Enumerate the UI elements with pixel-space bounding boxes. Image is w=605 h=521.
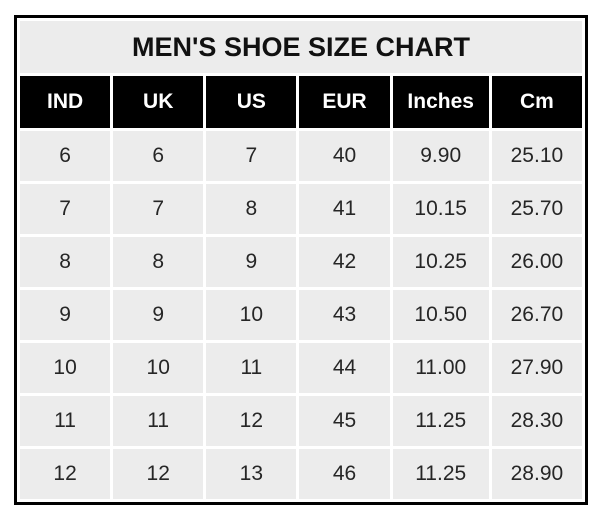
table-cell: 12 bbox=[113, 449, 204, 499]
table-cell: 7 bbox=[206, 131, 297, 181]
table-cell: 11 bbox=[113, 396, 204, 446]
table-cell: 25.70 bbox=[491, 184, 582, 234]
table-cell: 44 bbox=[299, 343, 390, 393]
table-row: 11 11 12 45 11.25 28.30 bbox=[20, 396, 582, 446]
header-cell-eur: EUR bbox=[299, 76, 390, 128]
table-cell: 10 bbox=[113, 343, 204, 393]
table-cell: 10.15 bbox=[392, 184, 489, 234]
table-cell: 7 bbox=[20, 184, 111, 234]
table-cell: 9.90 bbox=[392, 131, 489, 181]
table-cell: 46 bbox=[299, 449, 390, 499]
table-cell: 8 bbox=[113, 237, 204, 287]
table-cell: 11.25 bbox=[392, 396, 489, 446]
table-cell: 7 bbox=[113, 184, 204, 234]
table-cell: 9 bbox=[206, 237, 297, 287]
header-cell-us: US bbox=[206, 76, 297, 128]
title-row: MEN'S SHOE SIZE CHART bbox=[20, 21, 582, 73]
table-cell: 25.10 bbox=[491, 131, 582, 181]
header-cell-cm: Cm bbox=[491, 76, 582, 128]
table-cell: 8 bbox=[206, 184, 297, 234]
table-cell: 12 bbox=[20, 449, 111, 499]
table-cell: 26.00 bbox=[491, 237, 582, 287]
table-cell: 11.00 bbox=[392, 343, 489, 393]
table-cell: 28.30 bbox=[491, 396, 582, 446]
table-cell: 9 bbox=[20, 290, 111, 340]
table-cell: 12 bbox=[206, 396, 297, 446]
header-cell-inches: Inches bbox=[392, 76, 489, 128]
table-row: 6 6 7 40 9.90 25.10 bbox=[20, 131, 582, 181]
chart-title: MEN'S SHOE SIZE CHART bbox=[20, 21, 582, 73]
table-cell: 11 bbox=[206, 343, 297, 393]
table-cell: 42 bbox=[299, 237, 390, 287]
table-cell: 6 bbox=[113, 131, 204, 181]
table-cell: 11 bbox=[20, 396, 111, 446]
table-cell: 45 bbox=[299, 396, 390, 446]
table-cell: 10.25 bbox=[392, 237, 489, 287]
table-cell: 10 bbox=[206, 290, 297, 340]
header-cell-ind: IND bbox=[20, 76, 111, 128]
table-cell: 13 bbox=[206, 449, 297, 499]
table-row: 9 9 10 43 10.50 26.70 bbox=[20, 290, 582, 340]
table-row: 7 7 8 41 10.15 25.70 bbox=[20, 184, 582, 234]
table-cell: 41 bbox=[299, 184, 390, 234]
table-cell: 10.50 bbox=[392, 290, 489, 340]
table-cell: 40 bbox=[299, 131, 390, 181]
table-cell: 28.90 bbox=[491, 449, 582, 499]
table-cell: 26.70 bbox=[491, 290, 582, 340]
header-cell-uk: UK bbox=[113, 76, 204, 128]
shoe-size-chart-table: MEN'S SHOE SIZE CHART IND UK US EUR Inches Cm… bbox=[14, 15, 588, 505]
table-cell: 43 bbox=[299, 290, 390, 340]
table-cell: 11.25 bbox=[392, 449, 489, 499]
table-row: 12 12 13 46 11.25 28.90 bbox=[20, 449, 582, 499]
table-cell: 9 bbox=[113, 290, 204, 340]
table-row: 8 8 9 42 10.25 26.00 bbox=[20, 237, 582, 287]
header-row: IND UK US EUR Inches Cm bbox=[20, 76, 582, 128]
table-cell: 27.90 bbox=[491, 343, 582, 393]
table-row: 10 10 11 44 11.00 27.90 bbox=[20, 343, 582, 393]
table-cell: 10 bbox=[20, 343, 111, 393]
table-cell: 8 bbox=[20, 237, 111, 287]
table-cell: 6 bbox=[20, 131, 111, 181]
